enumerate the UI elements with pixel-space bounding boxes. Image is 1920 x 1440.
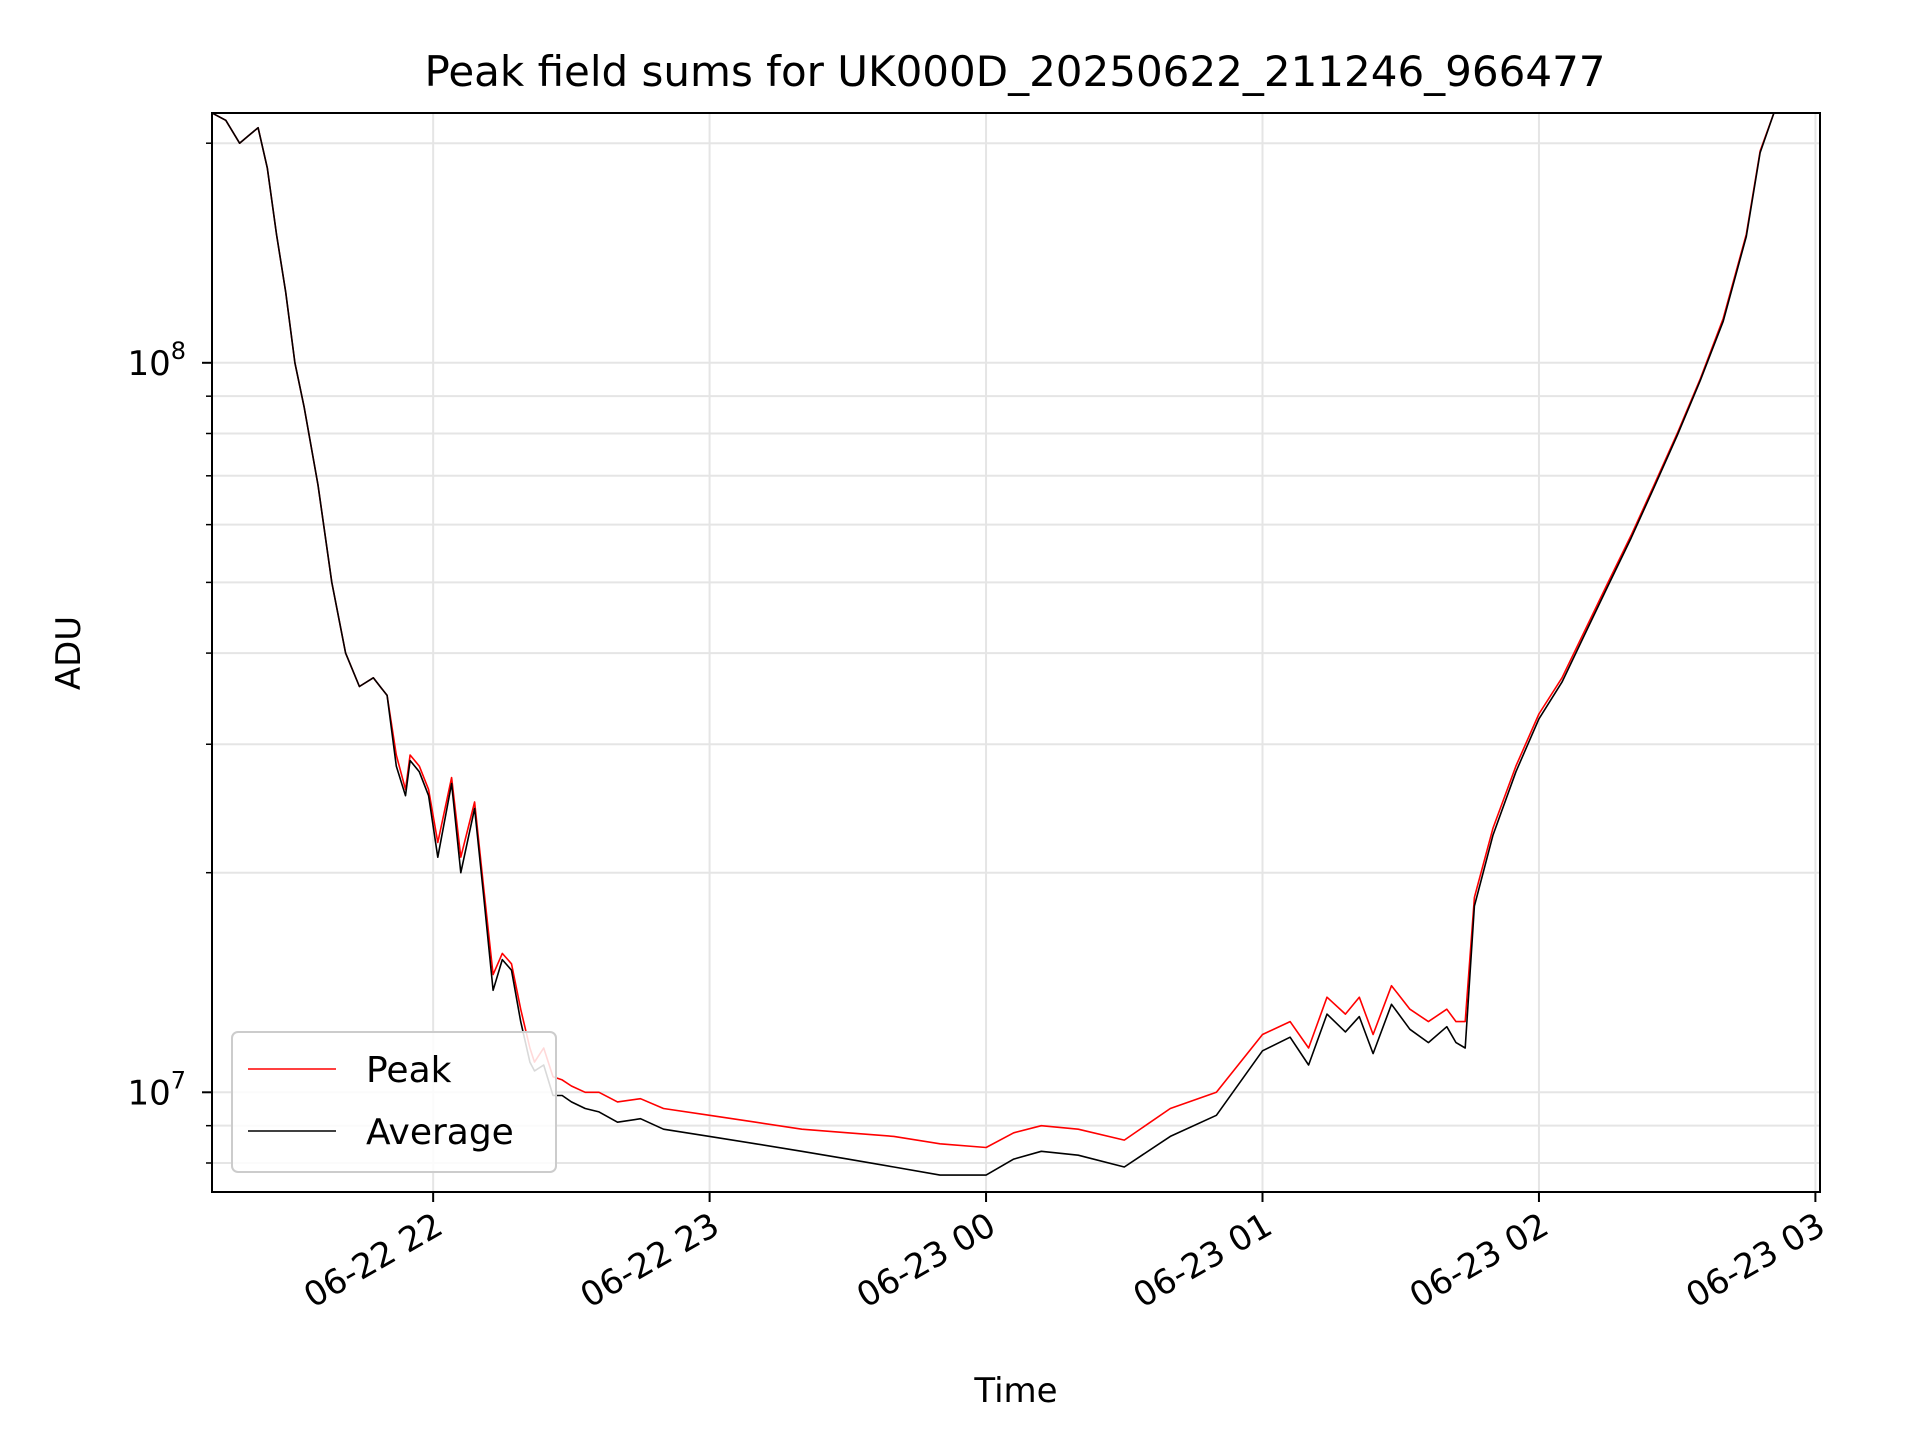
legend: Peak Average [231,1031,557,1173]
chart-title: Peak field sums for UK000D_20250622_2112… [424,47,1605,96]
plot-area [212,113,1775,1176]
series-layer [212,113,1775,1176]
x-axis-label: Time [973,1371,1057,1411]
legend-peak-label: Peak [366,1050,452,1091]
legend-average-label: Average [366,1112,514,1153]
y-tick-label: 107 [127,1066,186,1113]
y-axis-label: ADU [49,616,89,690]
series-line-average [212,113,1775,1176]
legend-box [231,1031,557,1173]
y-tick-label: 108 [127,337,186,384]
